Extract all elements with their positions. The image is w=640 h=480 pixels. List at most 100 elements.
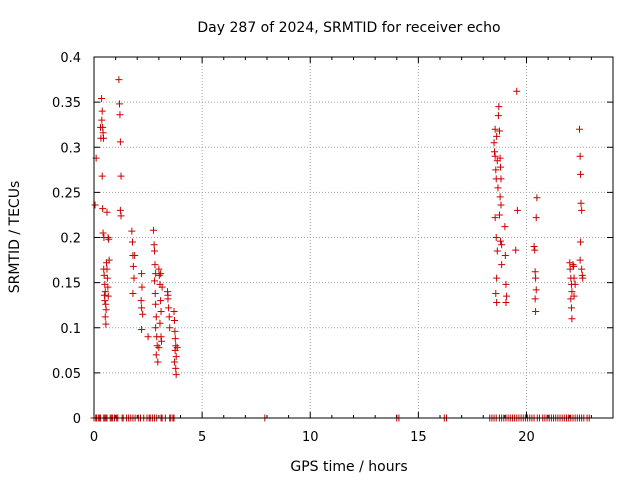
data-point <box>578 265 586 273</box>
y-tick-label: 0 <box>73 412 81 427</box>
data-point <box>99 229 107 237</box>
data-point <box>579 274 587 282</box>
data-point <box>116 100 124 108</box>
data-point <box>569 261 577 269</box>
data-point <box>577 199 585 207</box>
data-point <box>158 283 166 291</box>
data-point <box>531 246 539 254</box>
data-point <box>117 172 125 180</box>
data-point <box>577 238 585 246</box>
data-point <box>155 344 163 352</box>
data-point <box>98 116 106 124</box>
data-point <box>498 241 506 249</box>
data-point <box>493 132 501 140</box>
data-point <box>103 274 111 282</box>
data-point <box>153 342 161 350</box>
data-point <box>512 246 520 254</box>
data-point <box>157 337 165 345</box>
data-point <box>491 214 499 222</box>
data-point <box>157 308 165 316</box>
data-point <box>104 234 112 241</box>
data-point <box>495 127 503 135</box>
data-point <box>103 208 111 216</box>
data-point <box>493 274 501 282</box>
data-point <box>532 274 540 282</box>
data-point <box>104 283 112 291</box>
data-point <box>157 297 165 305</box>
data-point <box>493 298 501 306</box>
data-point <box>138 326 146 334</box>
data-point <box>154 358 162 366</box>
data-point <box>497 237 505 245</box>
data-point <box>570 262 578 270</box>
data-point <box>139 310 147 318</box>
data-point <box>130 274 138 282</box>
data-point <box>131 252 139 260</box>
data-point <box>531 268 539 276</box>
data-point <box>570 274 578 282</box>
x-tick-label: 20 <box>518 430 535 445</box>
data-point <box>568 288 576 296</box>
data-point <box>533 194 541 202</box>
axis-ticks <box>93 56 613 419</box>
data-point <box>492 234 500 241</box>
data-point <box>498 261 506 269</box>
data-point <box>156 319 164 327</box>
data-point <box>102 306 110 314</box>
data-point <box>105 256 113 264</box>
chart-title: Day 287 of 2024, SRMTID for receiver ech… <box>197 20 500 36</box>
data-point <box>171 327 179 335</box>
y-tick-label: 0.4 <box>60 51 81 66</box>
data-point <box>151 247 159 255</box>
data-point <box>532 214 540 222</box>
data-point <box>170 317 178 325</box>
data-point <box>531 295 539 303</box>
data-point <box>497 163 505 171</box>
data-point <box>530 243 538 251</box>
data-point <box>503 292 511 300</box>
data-point <box>116 206 124 214</box>
data-point <box>502 280 510 288</box>
data-point <box>496 154 504 162</box>
data-point <box>532 308 540 316</box>
data-point <box>100 134 108 142</box>
data-point <box>494 184 502 192</box>
data-point <box>492 289 500 297</box>
data-point <box>568 315 576 323</box>
data-point <box>152 313 160 321</box>
data-point <box>138 304 146 312</box>
data-point <box>152 351 160 359</box>
y-tick-label: 0.3 <box>60 141 81 156</box>
data-point <box>172 353 180 361</box>
data-point <box>103 265 111 273</box>
data-point <box>128 238 136 246</box>
data-point <box>494 112 502 120</box>
data-point <box>495 211 503 219</box>
data-point <box>155 271 163 279</box>
data-point <box>116 111 124 119</box>
data-point <box>490 148 498 156</box>
data-point <box>495 103 503 111</box>
data-point <box>172 342 180 350</box>
data-point <box>497 175 505 183</box>
data-point <box>165 304 173 312</box>
y-tick-label: 0.05 <box>52 367 81 382</box>
data-point <box>164 291 172 299</box>
x-tick-labels: 0 5 10 15 20 <box>90 430 535 445</box>
x-tick-label: 15 <box>410 430 427 445</box>
data-point <box>102 320 110 328</box>
data-point <box>115 76 123 84</box>
data-point <box>173 344 181 352</box>
y-tick-label: 0.25 <box>52 186 81 201</box>
data-point <box>532 286 540 294</box>
data-point <box>165 313 173 321</box>
y-tick-label: 0.1 <box>60 322 81 337</box>
y-tick-label: 0.35 <box>52 96 81 111</box>
data-point <box>491 125 499 133</box>
x-tick-label: 0 <box>90 430 98 445</box>
data-point <box>98 107 106 115</box>
data-point <box>101 313 109 321</box>
data-point <box>496 193 504 201</box>
data-point <box>566 259 574 267</box>
